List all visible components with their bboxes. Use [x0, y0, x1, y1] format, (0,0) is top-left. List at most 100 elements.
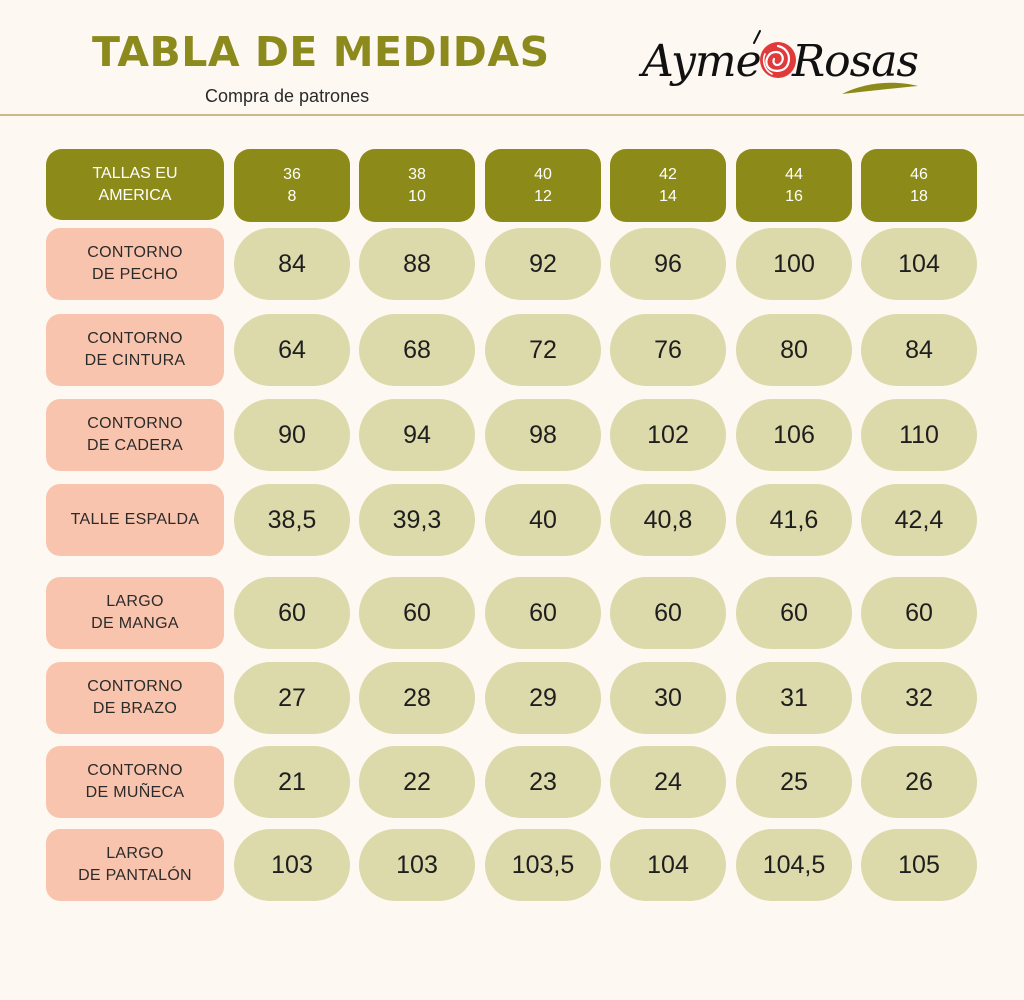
brand-logo: Ayme Rosas — [640, 22, 940, 102]
measurement-cell: 96 — [610, 228, 726, 300]
measurement-cell: 94 — [359, 399, 475, 471]
leaf-swoosh-icon — [842, 82, 918, 94]
measurement-cell: 40 — [485, 484, 601, 556]
size-header-38: 38 10 — [359, 149, 475, 222]
row-label-line2: DE CINTURA — [84, 352, 186, 369]
measurement-cell: 106 — [736, 399, 852, 471]
measurement-cell: 22 — [359, 746, 475, 818]
measurement-cell: 84 — [861, 314, 977, 386]
measurement-cell: 41,6 — [736, 484, 852, 556]
size-header-42: 42 14 — [610, 149, 726, 222]
size-eu: 38 — [408, 165, 426, 183]
size-eu: 42 — [659, 165, 677, 183]
corner-label-line2: AMERICA — [98, 186, 172, 204]
measurement-cell: 104 — [610, 829, 726, 901]
row-label: CONTORNO DE PECHO — [46, 228, 224, 300]
size-eu: 46 — [910, 165, 928, 183]
row-label-line2: DE BRAZO — [92, 700, 178, 717]
measurement-cell: 105 — [861, 829, 977, 901]
size-america: 18 — [910, 187, 928, 205]
measurement-cell: 72 — [485, 314, 601, 386]
row-label-line1: LARGO — [106, 845, 164, 862]
logo-word-right: Rosas — [792, 36, 919, 87]
measurement-cell: 110 — [861, 399, 977, 471]
row-label: LARGO DE PANTALÓN — [46, 829, 224, 901]
row-label-line1: CONTORNO — [87, 330, 183, 347]
measurement-cell: 104,5 — [736, 829, 852, 901]
row-label-line2: DE PANTALÓN — [78, 867, 192, 884]
corner-label-line1: TALLAS EU — [92, 164, 178, 182]
row-label: CONTORNO DE CINTURA — [46, 314, 224, 386]
page-subtitle: Compra de patrones — [205, 86, 370, 106]
row-label: CONTORNO DE BRAZO — [46, 662, 224, 734]
row-label: LARGO DE MANGA — [46, 577, 224, 649]
measurement-cell: 84 — [234, 228, 350, 300]
logo-word-left: Ayme — [642, 36, 762, 87]
measurement-cell: 21 — [234, 746, 350, 818]
measurement-cell: 40,8 — [610, 484, 726, 556]
measurement-cell: 103 — [359, 829, 475, 901]
measurement-cell: 60 — [736, 577, 852, 649]
row-label-line2: DE MUÑECA — [85, 784, 185, 801]
measurement-cell: 88 — [359, 228, 475, 300]
measurement-cell: 90 — [234, 399, 350, 471]
measurement-cell: 60 — [610, 577, 726, 649]
measurement-cell: 104 — [861, 228, 977, 300]
size-america: 16 — [785, 187, 803, 205]
header: TABLA DE MEDIDAS Compra de patrones Ayme… — [0, 0, 1024, 116]
size-header-46: 46 18 — [861, 149, 977, 222]
size-header-40: 40 12 — [485, 149, 601, 222]
row-label-line2: DE MANGA — [91, 615, 179, 632]
row-label: CONTORNO DE CADERA — [46, 399, 224, 471]
row-label-line2: DE PECHO — [92, 266, 178, 283]
size-eu: 36 — [283, 165, 301, 183]
measurement-cell: 102 — [610, 399, 726, 471]
measurement-cell: 32 — [861, 662, 977, 734]
accent-mark-icon — [753, 30, 761, 44]
row-label-line1: TALLE ESPALDA — [70, 511, 200, 528]
measurement-cell: 30 — [610, 662, 726, 734]
measurement-cell: 103 — [234, 829, 350, 901]
size-header-44: 44 16 — [736, 149, 852, 222]
row-label-line1: CONTORNO — [87, 678, 183, 695]
measurement-cell: 29 — [485, 662, 601, 734]
measurement-cell: 25 — [736, 746, 852, 818]
measurement-cell: 80 — [736, 314, 852, 386]
page-title: TABLA DE MEDIDAS — [92, 28, 550, 76]
measurement-cell: 60 — [234, 577, 350, 649]
measurement-cell: 42,4 — [861, 484, 977, 556]
row-label-line1: CONTORNO — [87, 415, 183, 432]
measurement-cell: 27 — [234, 662, 350, 734]
measurement-cell: 103,5 — [485, 829, 601, 901]
size-america: 12 — [534, 187, 552, 205]
measurement-cell: 60 — [359, 577, 475, 649]
measurement-cell: 31 — [736, 662, 852, 734]
size-america: 10 — [408, 187, 426, 205]
measurement-cell: 39,3 — [359, 484, 475, 556]
size-america: 8 — [287, 187, 297, 205]
measurement-cell: 92 — [485, 228, 601, 300]
row-label-line1: CONTORNO — [87, 244, 183, 261]
size-header-corner: TALLAS EU AMERICA — [46, 149, 224, 220]
size-header-36: 36 8 — [234, 149, 350, 222]
row-label: CONTORNO DE MUÑECA — [46, 746, 224, 818]
measurement-cell: 100 — [736, 228, 852, 300]
rose-icon — [760, 42, 796, 78]
measurement-cell: 64 — [234, 314, 350, 386]
measurement-cell: 98 — [485, 399, 601, 471]
measurement-cell: 68 — [359, 314, 475, 386]
measurement-cell: 26 — [861, 746, 977, 818]
measurement-cell: 38,5 — [234, 484, 350, 556]
row-label-line1: CONTORNO — [87, 762, 183, 779]
size-eu: 44 — [785, 165, 803, 183]
row-label: TALLE ESPALDA — [46, 484, 224, 556]
size-america: 14 — [659, 187, 677, 205]
measurement-cell: 60 — [861, 577, 977, 649]
measurement-cell: 28 — [359, 662, 475, 734]
size-eu: 40 — [534, 165, 552, 183]
measurement-cell: 76 — [610, 314, 726, 386]
measurement-cell: 23 — [485, 746, 601, 818]
measurement-cell: 24 — [610, 746, 726, 818]
measurement-cell: 60 — [485, 577, 601, 649]
